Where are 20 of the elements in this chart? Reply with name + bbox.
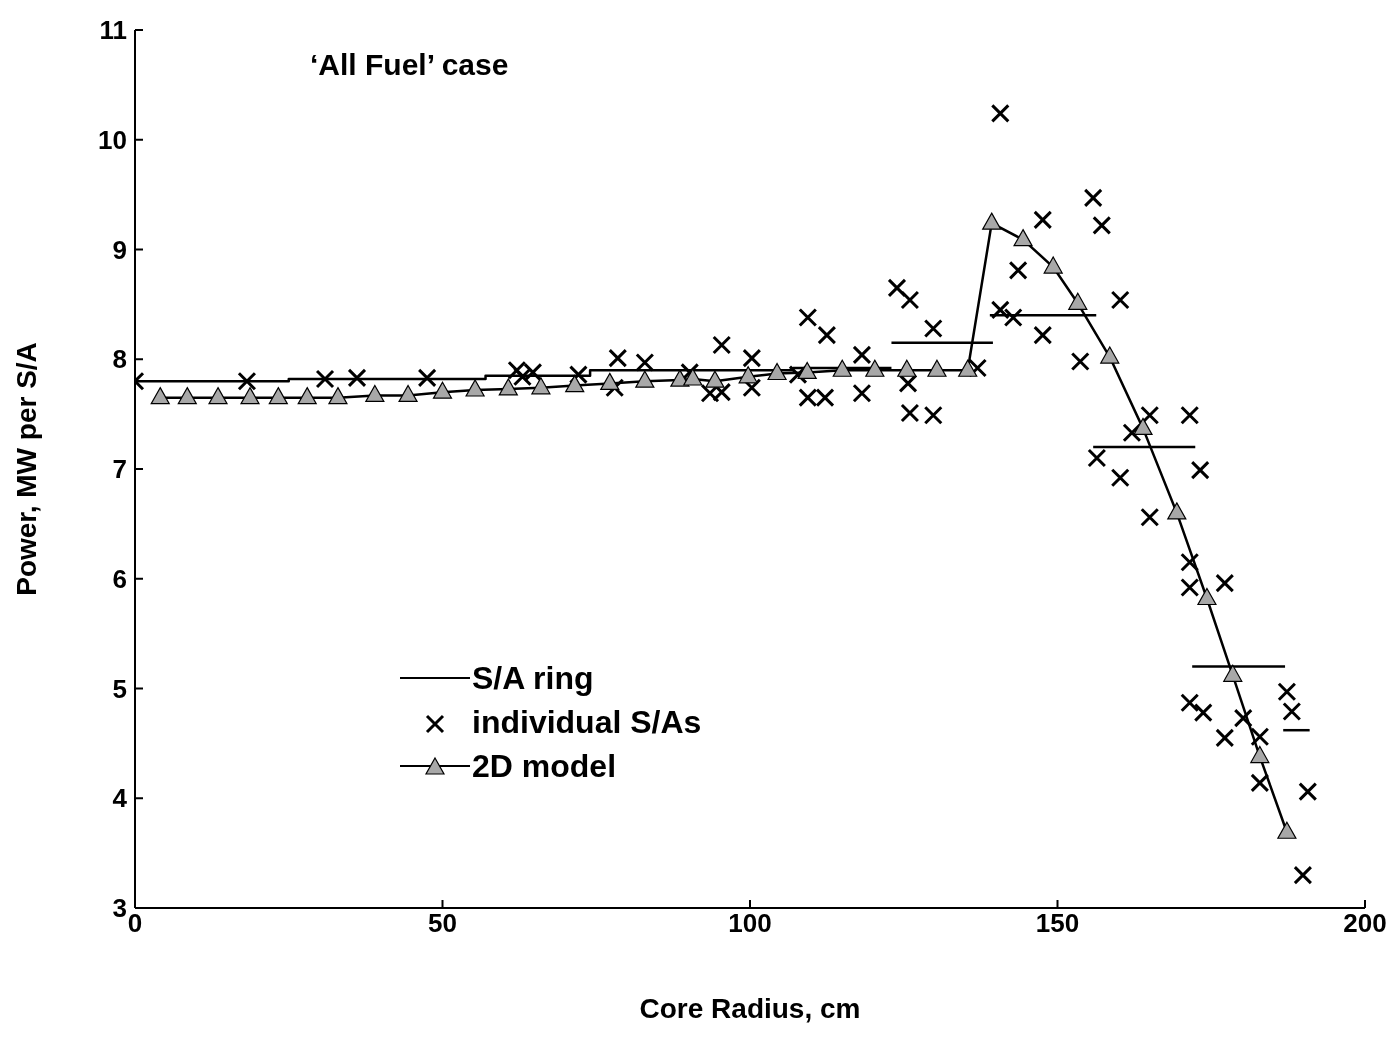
x-tick-label: 200 xyxy=(1343,908,1387,939)
x-tick-label: 150 xyxy=(1035,908,1080,939)
y-tick-label: 5 xyxy=(112,673,127,704)
y-tick-label: 10 xyxy=(98,124,127,155)
y-tick-label: 4 xyxy=(112,783,128,814)
legend-label: individual S/As xyxy=(472,703,702,741)
y-tick-label: 3 xyxy=(112,893,127,924)
x-tick-label: 100 xyxy=(728,908,772,939)
legend-label: 2D model xyxy=(472,747,617,785)
x-tick-label: 50 xyxy=(428,908,457,939)
x-axis-title: Core Radius, cm xyxy=(639,993,861,1024)
y-axis-title: Power, MW per S/A xyxy=(10,342,42,596)
y-tick-label: 6 xyxy=(112,563,127,594)
y-tick-label: 9 xyxy=(112,234,127,265)
annotation: ‘All Fuel’ case xyxy=(310,48,509,82)
y-tick-label: 11 xyxy=(99,15,127,46)
y-tick-label: 8 xyxy=(112,344,127,375)
y-tick-label: 7 xyxy=(112,454,127,485)
legend-label: S/A ring xyxy=(472,659,594,697)
x-tick-label: 0 xyxy=(127,908,143,939)
